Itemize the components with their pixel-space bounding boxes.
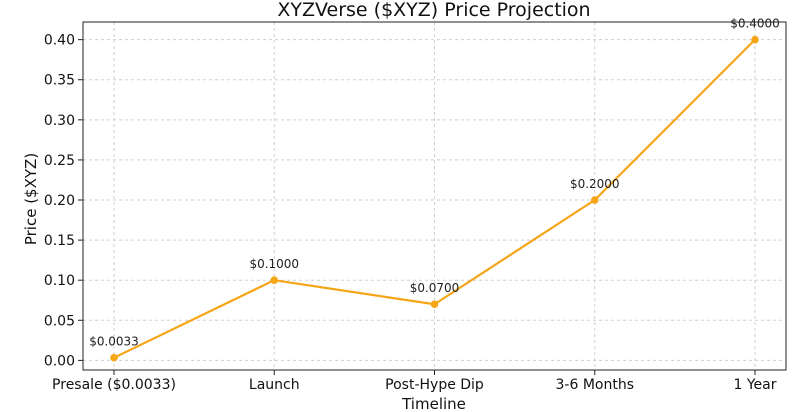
y-tick-label: 0.10 — [44, 273, 75, 289]
x-tick-label: Launch — [249, 377, 300, 393]
data-point — [270, 276, 279, 284]
y-axis-ticks: 0.00 0.05 0.10 0.15 0.20 0.25 0.30 0.35 0.40 — [44, 33, 83, 369]
x-tick-label: Post-Hype Dip — [385, 377, 484, 393]
y-tick-label: 0.05 — [44, 313, 75, 329]
x-tick-label: 1 Year — [734, 377, 777, 393]
data-point — [430, 300, 439, 309]
data-point — [590, 196, 599, 204]
chart-title: XYZVerse ($XYZ) Price Projection — [277, 0, 590, 21]
series-layer — [110, 35, 759, 362]
data-labels: $0.0033 $0.1000 $0.0700 $0.2000 $0.4000 — [89, 17, 780, 349]
x-axis-label: Timeline — [401, 395, 466, 412]
y-tick-label: 0.00 — [44, 353, 75, 369]
data-label: $0.4000 — [730, 17, 780, 31]
y-axis-label: Price ($XYZ) — [22, 153, 40, 245]
x-axis-ticks: Presale ($0.0033) Launch Post-Hype Dip 3-6 … — [52, 370, 777, 393]
y-tick-label: 0.40 — [44, 33, 75, 49]
x-tick-label: Presale ($0.0033) — [52, 377, 176, 393]
data-label: $0.2000 — [570, 177, 620, 191]
y-tick-label: 0.20 — [44, 193, 75, 209]
y-tick-label: 0.30 — [44, 113, 75, 129]
x-tick-label: 3-6 Months — [556, 377, 635, 393]
data-label: $0.0033 — [89, 335, 139, 349]
data-label: $0.1000 — [249, 257, 299, 271]
y-tick-label: 0.25 — [44, 153, 75, 169]
y-tick-label: 0.15 — [44, 233, 75, 249]
data-label: $0.0700 — [410, 281, 460, 295]
grid-lines — [83, 22, 786, 370]
y-tick-label: 0.35 — [44, 73, 75, 89]
data-point — [751, 35, 759, 44]
data-point — [110, 353, 118, 362]
